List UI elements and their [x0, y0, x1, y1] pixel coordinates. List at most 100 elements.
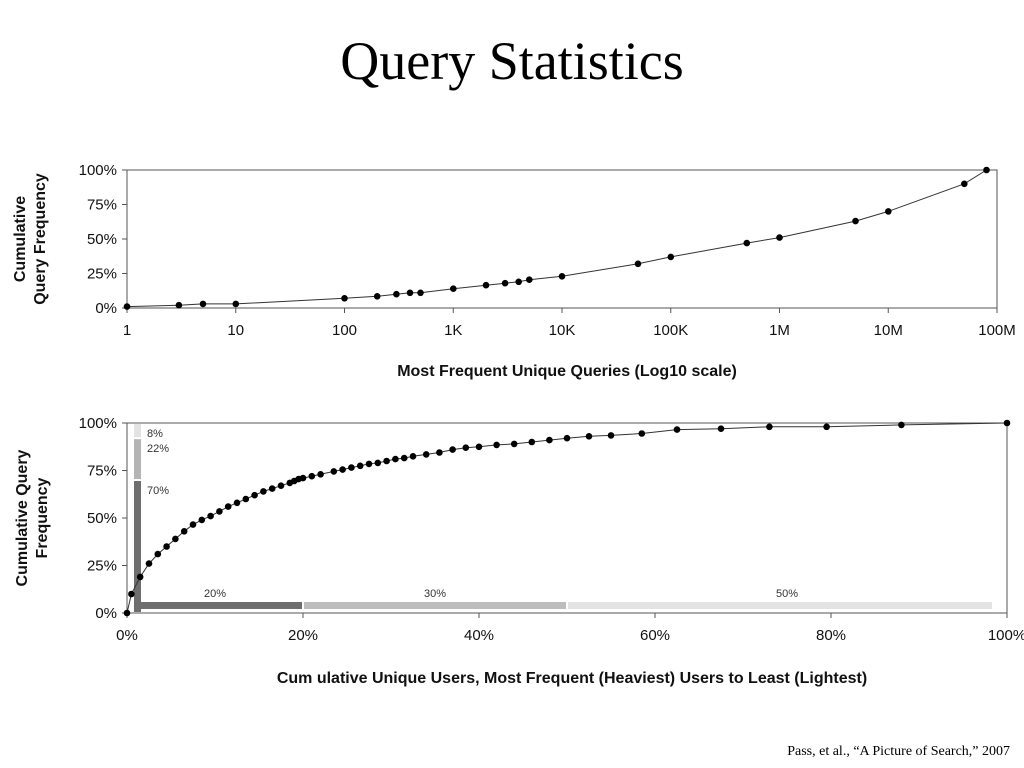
y-tick-label: 75% [87, 197, 117, 214]
chart-query-frequency-log: 0% 25% 50% 75% 100% 1 10 100 1K 10K 100K 1M 10M 100M M… [12, 162, 1016, 380]
data-point [406, 289, 414, 297]
chart-user-cumulative: 0% 25% 50% 75% 100% 0% 20% 40% 60% 80% 100% Cum ula… [14, 415, 1024, 687]
data-point [233, 499, 241, 507]
y-axis-label: Cumulative Query Frequency [14, 449, 51, 586]
x-tick-label: 10M [874, 322, 903, 339]
data-point [180, 528, 188, 535]
data-point [348, 464, 355, 471]
series-line [126, 169, 987, 308]
x-axis-label: Cum ulative Unique Users, Most Frequent … [277, 670, 867, 687]
data-point [128, 590, 135, 598]
data-point [251, 491, 258, 499]
segment-label: 22% [147, 443, 169, 455]
user-share-bar-vertical [134, 439, 141, 479]
data-point [383, 457, 390, 465]
user-share-bar-horizontal [568, 602, 992, 609]
data-point [436, 449, 443, 456]
segment-label: 50% [776, 588, 798, 600]
data-point [393, 290, 400, 298]
data-point [374, 459, 382, 467]
data-point [885, 208, 892, 215]
data-point [852, 217, 859, 225]
data-point [373, 293, 381, 300]
data-point [400, 454, 408, 462]
y-tick-label: 100% [79, 162, 117, 179]
user-share-bar-horizontal [134, 602, 302, 609]
y-tick-label: 25% [87, 558, 117, 575]
plot-frame [126, 422, 1008, 614]
data-point [136, 573, 144, 581]
y-axis-label-line: Cumulative [12, 196, 29, 282]
data-point [199, 300, 207, 308]
data-point [339, 466, 346, 473]
y-tick-label: 25% [87, 266, 117, 283]
data-point [417, 289, 424, 297]
data-point [766, 423, 773, 431]
y-axis-label-line: Cumulative Query [14, 449, 31, 586]
data-point [172, 535, 179, 543]
data-point [515, 278, 522, 286]
x-tick-label: 1K [444, 322, 462, 339]
data-point [898, 421, 905, 429]
x-tick-label: 80% [816, 627, 846, 644]
x-tick-label: 60% [640, 627, 670, 644]
data-point [330, 468, 338, 475]
data-point [528, 438, 536, 446]
data-point [299, 474, 307, 482]
x-tick-label: 1M [769, 322, 790, 339]
data-point [667, 253, 675, 261]
citation: Pass, et al., “A Picture of Search,” 200… [787, 744, 1010, 759]
segment-label: 8% [147, 428, 163, 440]
data-point [224, 503, 232, 510]
data-point [154, 550, 162, 558]
data-point [983, 166, 990, 174]
segment-label: 20% [204, 588, 226, 600]
data-point [163, 543, 170, 550]
x-tick-label: 40% [464, 627, 494, 644]
data-point [462, 444, 470, 452]
data-point [422, 451, 430, 458]
series-line [126, 422, 1008, 614]
data-point [607, 432, 615, 439]
user-share-bar-vertical [134, 424, 141, 438]
data-point [207, 512, 214, 520]
data-point [526, 276, 533, 284]
data-point [260, 488, 267, 495]
x-tick-label: 100K [653, 322, 688, 339]
data-point [198, 516, 206, 524]
data-point [961, 180, 968, 188]
data-point [277, 482, 285, 490]
data-point [563, 434, 571, 442]
y-axis-label-line: Query Frequency [32, 173, 49, 305]
data-point [409, 453, 417, 460]
data-point [175, 301, 183, 309]
y-axis-label: Cumulative Query Frequency [12, 173, 49, 305]
y-tick-label: 50% [87, 510, 117, 527]
data-point [450, 285, 457, 293]
y-axis-label-line: Frequency [34, 477, 51, 558]
user-share-bar-horizontal [304, 602, 566, 609]
data-point [449, 446, 456, 453]
data-point [510, 440, 518, 448]
segment-label: 70% [147, 485, 169, 497]
slide-title: Query Statistics [340, 31, 684, 91]
data-point [823, 423, 830, 431]
data-point [482, 281, 490, 289]
y-tick-label: 75% [87, 463, 117, 480]
x-axis-label: Most Frequent Unique Queries (Log10 scal… [397, 363, 737, 380]
data-point [776, 234, 783, 241]
data-point [365, 460, 373, 468]
data-point [308, 472, 316, 480]
x-tick-label: 100M [978, 322, 1016, 339]
x-tick-label: 10 [227, 322, 244, 339]
x-tick-label: 20% [288, 627, 318, 644]
data-point [1003, 419, 1011, 427]
data-point [317, 471, 324, 478]
data-point [585, 433, 593, 440]
y-tick-label: 0% [95, 300, 117, 317]
data-point [673, 426, 681, 433]
data-point [341, 295, 348, 302]
x-tick-label: 100 [332, 322, 357, 339]
data-point [634, 260, 642, 268]
x-tick-label: 0% [116, 627, 138, 644]
